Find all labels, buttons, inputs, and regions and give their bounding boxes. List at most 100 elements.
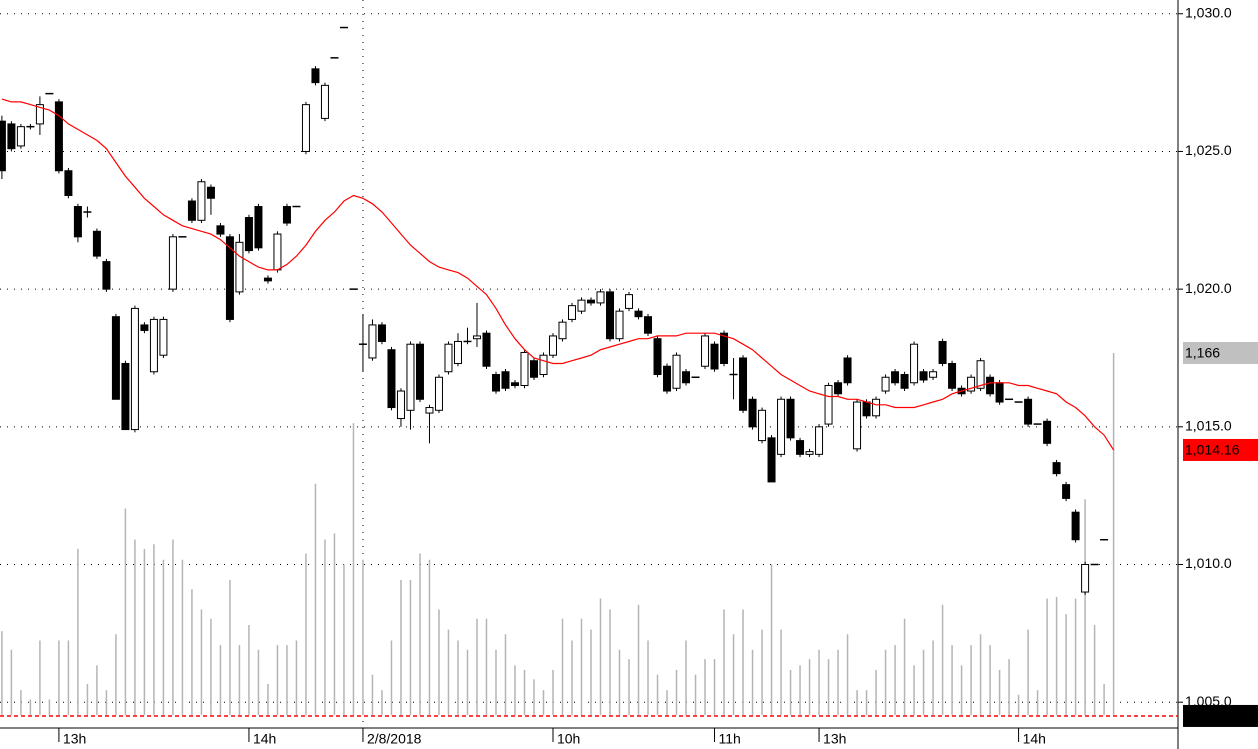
candle-body <box>967 376 976 392</box>
candle-body <box>197 181 206 221</box>
candle-body <box>758 409 767 442</box>
candle-body <box>102 261 111 290</box>
candle-body <box>149 318 158 373</box>
candle-body <box>64 170 73 197</box>
candle-body <box>986 376 995 395</box>
candle-body <box>596 291 605 304</box>
candle-body <box>472 335 481 340</box>
candle-body <box>900 374 909 389</box>
candle-body <box>415 343 424 400</box>
candle-body <box>35 104 44 125</box>
candle-body <box>938 340 947 364</box>
candle-body <box>130 307 139 431</box>
candle-body <box>548 335 557 356</box>
candle-body <box>577 299 586 312</box>
candle-body <box>786 398 795 439</box>
candle-body <box>1062 484 1071 499</box>
candle-body <box>92 230 101 257</box>
candle-body <box>73 206 82 238</box>
x-tick-label: 13h <box>63 731 86 747</box>
price-line-box <box>1183 704 1258 727</box>
candle-body <box>796 440 805 455</box>
candle-body <box>910 343 919 384</box>
x-tick-label: 10h <box>557 731 580 747</box>
candle-body <box>568 305 577 320</box>
candle-body <box>482 332 491 367</box>
candle-body <box>739 357 748 411</box>
candle-body <box>644 316 653 334</box>
candle-body <box>948 362 957 389</box>
candle-body <box>1043 420 1052 444</box>
candle-body <box>1071 511 1080 541</box>
last-ma-box <box>1183 438 1258 461</box>
candle-body <box>558 321 567 340</box>
candle-body <box>111 316 120 400</box>
y-tick-label: 1,020.0 <box>1185 280 1232 296</box>
candle-body <box>663 365 672 392</box>
candle-body <box>206 186 215 199</box>
candle-body <box>491 374 500 392</box>
candle-body <box>387 349 396 409</box>
x-tick-label: 14h <box>1023 731 1046 747</box>
candle-body <box>1052 462 1061 475</box>
y-tick-label: 1,015.0 <box>1185 418 1232 434</box>
candle-body <box>377 324 386 342</box>
y-tick-label: 1,010.0 <box>1185 555 1232 571</box>
candle-body <box>273 233 282 271</box>
candle-body <box>710 343 719 370</box>
candle-body <box>995 382 1004 403</box>
candle-body <box>976 360 985 389</box>
moving-average-line <box>1 98 1115 451</box>
candle-body <box>805 451 814 455</box>
candle-body <box>672 354 681 389</box>
candle-body <box>634 310 643 318</box>
candle-body <box>1024 398 1033 425</box>
candle-body <box>444 343 453 373</box>
x-tick-label: 13h <box>823 731 846 747</box>
candle-body <box>0 120 6 172</box>
candle-body <box>682 371 691 384</box>
candle-body <box>843 357 852 384</box>
candle-body <box>7 123 16 150</box>
x-tick-label: 14h <box>253 731 276 747</box>
candle-body <box>777 398 786 455</box>
y-tick-label: 1,030.0 <box>1185 4 1232 20</box>
candle-body <box>282 206 291 224</box>
candle-body <box>834 382 843 395</box>
candle-body <box>891 371 900 384</box>
candle-body <box>140 324 149 331</box>
x-tick-label: 11h <box>719 731 741 747</box>
candle-body <box>720 332 729 364</box>
last-volume-box <box>1183 342 1258 364</box>
candle-body <box>168 236 177 290</box>
candle-body <box>606 291 615 340</box>
candle-body <box>453 340 462 364</box>
candle-body <box>929 371 938 378</box>
candle-body <box>235 241 244 293</box>
candle-body <box>529 360 538 378</box>
candle-body <box>434 376 443 411</box>
price-line-label: 1,004.5 <box>1185 708 1232 724</box>
candle-body <box>501 371 510 389</box>
candle-body <box>187 200 196 221</box>
candle-body <box>748 398 757 428</box>
candle-body <box>159 318 168 356</box>
candle-body <box>919 371 928 381</box>
x-tick-label: 2/8/2018 <box>367 731 422 747</box>
candle-body <box>881 376 890 392</box>
candle-body <box>815 426 824 455</box>
candle-body <box>510 382 519 387</box>
last-volume-label: 1,166 <box>1185 345 1220 361</box>
last-ma-label: 1,014.16 <box>1185 442 1240 458</box>
candle-body <box>320 84 329 119</box>
candle-body <box>406 343 415 411</box>
candle-body <box>701 335 710 367</box>
candle-body <box>587 299 596 304</box>
candle-body <box>54 101 63 172</box>
candle-body <box>767 437 776 483</box>
candle-body <box>425 407 434 414</box>
candle-body <box>824 385 833 425</box>
candle-body <box>16 126 25 147</box>
candle-body <box>254 206 263 249</box>
